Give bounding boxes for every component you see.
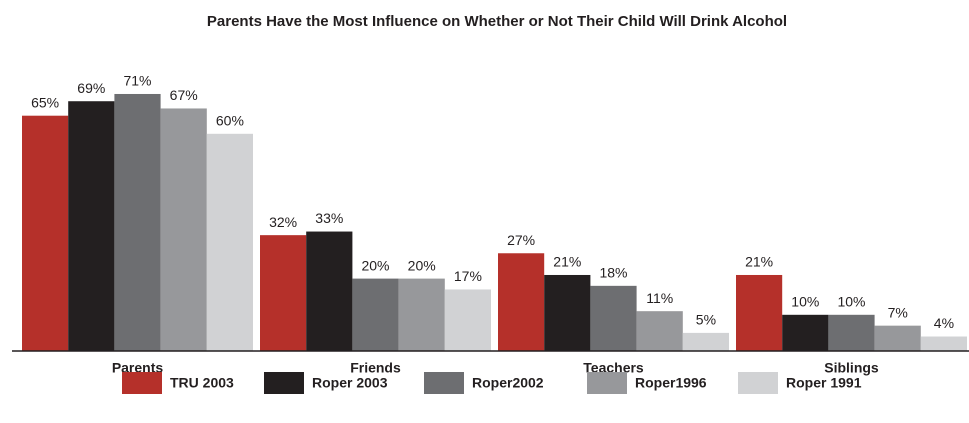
value-label: 32% [269, 214, 297, 230]
x-tick-label: Parents [112, 360, 164, 376]
bar [920, 336, 967, 351]
bar [352, 278, 399, 351]
bar [590, 285, 637, 351]
value-label: 11% [646, 290, 673, 306]
bar [160, 108, 207, 352]
x-tick-label: Friends [350, 360, 401, 376]
legend-label: Roper1996 [635, 375, 707, 391]
value-label: 7% [888, 304, 908, 320]
bar [260, 235, 307, 351]
value-label: 71% [123, 73, 151, 89]
bar [68, 101, 115, 351]
x-tick-label: Teachers [583, 360, 644, 376]
legend-swatch [738, 372, 778, 394]
bar [828, 314, 875, 351]
bar [736, 274, 783, 351]
value-label: 60% [216, 113, 244, 129]
value-label: 17% [454, 268, 482, 284]
chart-title: Parents Have the Most Influence on Wheth… [207, 13, 787, 30]
value-label: 20% [361, 257, 389, 273]
value-label: 33% [315, 210, 343, 226]
value-label: 4% [934, 315, 954, 331]
bar [114, 93, 161, 351]
value-label: 27% [507, 232, 535, 248]
bar [782, 314, 829, 351]
legend-swatch [587, 372, 627, 394]
value-label: 10% [791, 294, 819, 310]
value-label: 21% [745, 254, 773, 270]
legend-label: TRU 2003 [170, 375, 234, 391]
bar [444, 289, 491, 351]
value-label: 69% [77, 80, 105, 96]
value-label: 18% [599, 265, 627, 281]
bar [682, 332, 729, 351]
legend-label: Roper 2003 [312, 375, 388, 391]
value-label: 5% [696, 312, 716, 328]
bar [874, 325, 921, 351]
x-tick-label: Siblings [824, 360, 879, 376]
bar [498, 253, 545, 351]
legend-swatch [424, 372, 464, 394]
legend-swatch [264, 372, 304, 394]
legend-swatch [122, 372, 162, 394]
bar [544, 274, 591, 351]
value-label: 65% [31, 94, 59, 110]
bar [22, 115, 69, 351]
legend-label: Roper2002 [472, 375, 544, 391]
bar [636, 311, 683, 351]
value-label: 10% [837, 294, 865, 310]
value-label: 67% [170, 87, 198, 103]
bar [206, 133, 253, 351]
value-label: 21% [553, 254, 581, 270]
bar [398, 278, 445, 351]
bar [306, 231, 353, 351]
legend-label: Roper 1991 [786, 375, 862, 391]
value-label: 20% [408, 257, 436, 273]
